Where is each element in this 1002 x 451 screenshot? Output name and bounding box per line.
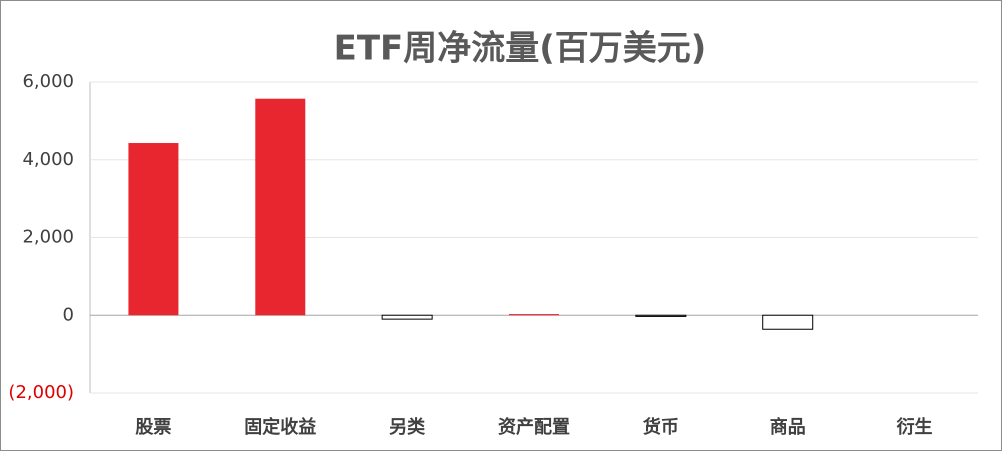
bar: [509, 314, 559, 316]
y-tick-label: 4,000: [22, 149, 74, 170]
bar: [381, 314, 433, 320]
bar: [635, 314, 687, 317]
x-tick-label: 另类: [389, 416, 426, 438]
x-tick-label: 货币: [643, 416, 679, 438]
x-tick-label: 股票: [134, 417, 171, 438]
y-tick-label: 6,000: [22, 71, 74, 92]
x-tick-label: 商品: [770, 416, 806, 438]
y-tick-label: 2,000: [22, 227, 74, 248]
y-tick-label: 0: [63, 304, 74, 325]
bar: [762, 314, 814, 330]
bar: [255, 98, 306, 316]
x-tick-label: 固定收益: [244, 416, 316, 438]
bar: [128, 143, 179, 316]
x-tick-label: 衍生: [897, 416, 933, 438]
chart-title: ETF周净流量(百万美元): [334, 29, 707, 69]
x-tick-label: 资产配置: [498, 416, 570, 438]
y-tick-label: (2,000): [8, 382, 74, 403]
